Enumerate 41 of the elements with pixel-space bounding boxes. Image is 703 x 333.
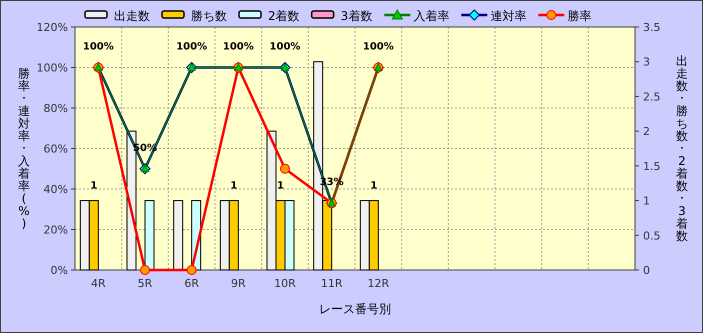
data-label: 100% (176, 42, 208, 52)
data-label: 100% (222, 42, 254, 52)
legend-label: 出走数 (114, 9, 150, 23)
x-tick-label: 6R (184, 277, 200, 290)
data-label: 100% (362, 42, 394, 52)
y-tick-label: 100% (36, 62, 68, 74)
x-tick-label: 10R (274, 277, 296, 290)
data-label: 100% (82, 42, 114, 52)
y-tick-label: 60% (44, 142, 68, 156)
data-label: 100% (270, 42, 300, 52)
y-tick-label: 120% (36, 21, 68, 34)
y2-tick-label: 0 (643, 264, 650, 277)
x-tick-label: 9R (231, 277, 246, 290)
y2-tick-label: 3.5 (643, 21, 660, 34)
data-label: 1 (90, 180, 98, 192)
data-label: 1 (370, 180, 378, 192)
legend-label: 勝率 (567, 9, 592, 23)
y2-tick-label: 0.5 (643, 229, 660, 242)
y-tick-label: 40% (44, 183, 68, 196)
y2-tick-label: 1 (643, 194, 650, 208)
legend-label: 3着数 (340, 9, 372, 23)
x-tick-label: 4R (91, 277, 106, 290)
x-tick-label: 11R (320, 277, 343, 290)
x-tick-label: 5R (138, 277, 153, 290)
y-tick-label: 0% (50, 264, 68, 277)
y-tick-label: 80% (44, 102, 68, 115)
data-label: 1 (230, 180, 238, 192)
text: 勝率･連対率･入着率(%) (18, 66, 30, 230)
y2-tick-label: 1.5 (643, 160, 660, 173)
legend-label: 連対率 (490, 9, 526, 23)
legend-label: 入着率 (413, 9, 450, 23)
x-axis-title: レース番号別 (319, 302, 391, 316)
text: 出走数･勝ち数･2着数･3着数 (676, 54, 688, 243)
x-tick-label: 12R (368, 277, 390, 290)
y-tick-label: 20% (44, 224, 68, 236)
y2-tick-label: 3 (643, 56, 650, 69)
legend-label: 勝ち数 (191, 9, 227, 23)
data-label: 1 (277, 180, 284, 192)
y2-tick-label: 2 (643, 125, 650, 138)
y2-tick-label: 2.5 (643, 90, 660, 104)
legend-label: 2着数 (268, 9, 300, 23)
